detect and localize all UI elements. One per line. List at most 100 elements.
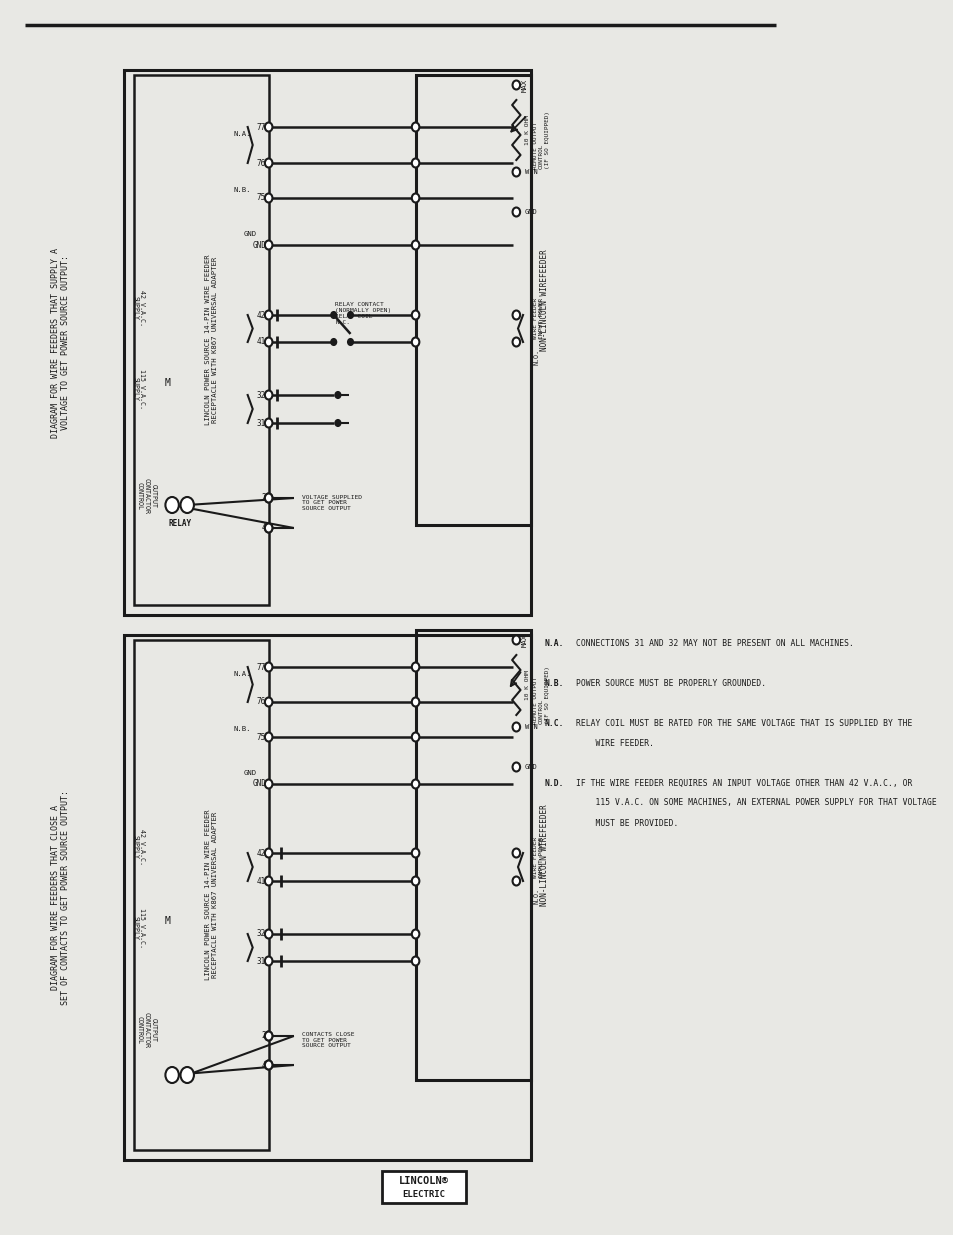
Circle shape bbox=[265, 524, 273, 532]
Text: CONTACTS CLOSE
TO GET POWER
SOURCE OUTPUT: CONTACTS CLOSE TO GET POWER SOURCE OUTPU… bbox=[302, 1031, 355, 1049]
Circle shape bbox=[165, 496, 178, 513]
Text: M: M bbox=[165, 916, 171, 926]
Text: REMOTE OUTPUT
CONTROL
(IF SO EQUIPPED): REMOTE OUTPUT CONTROL (IF SO EQUIPPED) bbox=[533, 111, 549, 169]
Text: LINCOLN®: LINCOLN® bbox=[398, 1176, 449, 1187]
Text: RELAY CONTACT
(NORMALLY OPEN)
RELAY COIL
N.C.: RELAY CONTACT (NORMALLY OPEN) RELAY COIL… bbox=[335, 303, 392, 325]
Text: 42: 42 bbox=[256, 310, 266, 320]
Text: 41: 41 bbox=[256, 337, 266, 347]
Circle shape bbox=[265, 1061, 273, 1070]
Circle shape bbox=[165, 1067, 178, 1083]
Circle shape bbox=[512, 722, 519, 731]
Circle shape bbox=[412, 698, 419, 706]
Text: MAX: MAX bbox=[520, 79, 527, 91]
Bar bbox=[416, 630, 531, 1079]
Circle shape bbox=[512, 80, 519, 89]
Bar bbox=[134, 640, 269, 1150]
Circle shape bbox=[335, 391, 340, 398]
Circle shape bbox=[265, 494, 273, 503]
Circle shape bbox=[412, 848, 419, 857]
Text: WIN: WIN bbox=[524, 724, 537, 730]
Circle shape bbox=[265, 390, 273, 399]
Text: DIAGRAM FOR WIRE FEEDERS THAT CLOSE A
SET OF CONTACTS TO GET POWER SOURCE OUTPUT: DIAGRAM FOR WIRE FEEDERS THAT CLOSE A SE… bbox=[51, 790, 71, 1005]
Text: MUST BE PROVIDED.: MUST BE PROVIDED. bbox=[576, 819, 678, 827]
Text: N.B.: N.B. bbox=[233, 186, 251, 193]
Text: M: M bbox=[165, 378, 171, 388]
Text: N.B.: N.B. bbox=[233, 726, 251, 732]
Text: 76: 76 bbox=[256, 698, 266, 706]
Circle shape bbox=[512, 337, 519, 347]
Circle shape bbox=[180, 1067, 193, 1083]
Circle shape bbox=[412, 158, 419, 168]
Circle shape bbox=[512, 168, 519, 177]
Text: 77: 77 bbox=[256, 122, 266, 131]
Text: 4: 4 bbox=[261, 1061, 266, 1070]
Text: 31: 31 bbox=[256, 956, 266, 966]
Text: N.A.: N.A. bbox=[233, 131, 251, 137]
Circle shape bbox=[265, 698, 273, 706]
Text: N.D.: N.D. bbox=[543, 778, 563, 788]
Circle shape bbox=[265, 732, 273, 741]
Text: GND: GND bbox=[243, 231, 256, 237]
Text: 4: 4 bbox=[261, 524, 266, 532]
Circle shape bbox=[265, 310, 273, 320]
Circle shape bbox=[412, 122, 419, 131]
Circle shape bbox=[265, 337, 273, 347]
Circle shape bbox=[512, 762, 519, 772]
Circle shape bbox=[412, 241, 419, 249]
Text: 77: 77 bbox=[256, 662, 266, 672]
Text: N.A.: N.A. bbox=[543, 638, 563, 647]
Text: 115 V.A.C.
SUPPLY: 115 V.A.C. SUPPLY bbox=[132, 908, 145, 947]
Text: IF THE WIRE FEEDER REQUIRES AN INPUT VOLTAGE OTHER THAN 42 V.A.C., OR: IF THE WIRE FEEDER REQUIRES AN INPUT VOL… bbox=[576, 778, 911, 788]
Circle shape bbox=[412, 337, 419, 347]
Circle shape bbox=[512, 207, 519, 216]
Circle shape bbox=[180, 496, 193, 513]
Text: 10 K OHM: 10 K OHM bbox=[524, 671, 529, 700]
Circle shape bbox=[412, 877, 419, 885]
Circle shape bbox=[412, 930, 419, 939]
Text: 2: 2 bbox=[261, 494, 266, 503]
Text: WIRE FEEDER
INPUT POWER: WIRE FEEDER INPUT POWER bbox=[533, 298, 543, 340]
Text: OUTPUT
CONTACTOR
CONTROL: OUTPUT CONTACTOR CONTROL bbox=[137, 1013, 156, 1049]
Text: GND: GND bbox=[252, 241, 266, 249]
Text: 76: 76 bbox=[256, 158, 266, 168]
Text: GND: GND bbox=[243, 769, 256, 776]
Circle shape bbox=[265, 877, 273, 885]
Circle shape bbox=[331, 312, 335, 317]
Circle shape bbox=[412, 310, 419, 320]
Text: VOLTAGE SUPPLIED
TO GET POWER
SOURCE OUTPUT: VOLTAGE SUPPLIED TO GET POWER SOURCE OUT… bbox=[302, 495, 362, 511]
Circle shape bbox=[265, 241, 273, 249]
Text: WIRE FEEDER
INPUT POWER: WIRE FEEDER INPUT POWER bbox=[533, 836, 543, 878]
Text: 2: 2 bbox=[261, 1031, 266, 1041]
Circle shape bbox=[265, 122, 273, 131]
Circle shape bbox=[265, 494, 273, 503]
Text: NON-LINCOLN WIREFEEDER: NON-LINCOLN WIREFEEDER bbox=[539, 804, 548, 906]
Text: 75: 75 bbox=[256, 732, 266, 741]
Text: RELAY: RELAY bbox=[168, 519, 191, 527]
Text: 32: 32 bbox=[256, 390, 266, 399]
Circle shape bbox=[265, 1061, 273, 1070]
Circle shape bbox=[265, 930, 273, 939]
Text: 42 V.A.C.
SUPPLY: 42 V.A.C. SUPPLY bbox=[132, 290, 145, 326]
Circle shape bbox=[265, 1031, 273, 1041]
Text: MAX: MAX bbox=[520, 634, 527, 647]
Circle shape bbox=[512, 310, 519, 320]
Circle shape bbox=[265, 524, 273, 532]
Text: GND: GND bbox=[252, 779, 266, 788]
Circle shape bbox=[412, 956, 419, 966]
Circle shape bbox=[265, 848, 273, 857]
Bar bbox=[134, 75, 269, 605]
Circle shape bbox=[265, 194, 273, 203]
Circle shape bbox=[412, 194, 419, 203]
Circle shape bbox=[265, 956, 273, 966]
Text: WIN: WIN bbox=[524, 169, 537, 175]
Circle shape bbox=[512, 877, 519, 885]
Bar bbox=[416, 75, 531, 525]
Text: N.B.: N.B. bbox=[543, 678, 563, 688]
Circle shape bbox=[265, 779, 273, 788]
Circle shape bbox=[265, 158, 273, 168]
Text: N.A.: N.A. bbox=[233, 671, 251, 677]
Text: N.O.: N.O. bbox=[533, 350, 538, 366]
Circle shape bbox=[348, 338, 353, 345]
Circle shape bbox=[412, 779, 419, 788]
Text: LINCOLN POWER SOURCE 14-PIN WIRE FEEDER
RECEPTACLE WITH K867 UNIVERSAL ADAPTER: LINCOLN POWER SOURCE 14-PIN WIRE FEEDER … bbox=[205, 810, 218, 981]
